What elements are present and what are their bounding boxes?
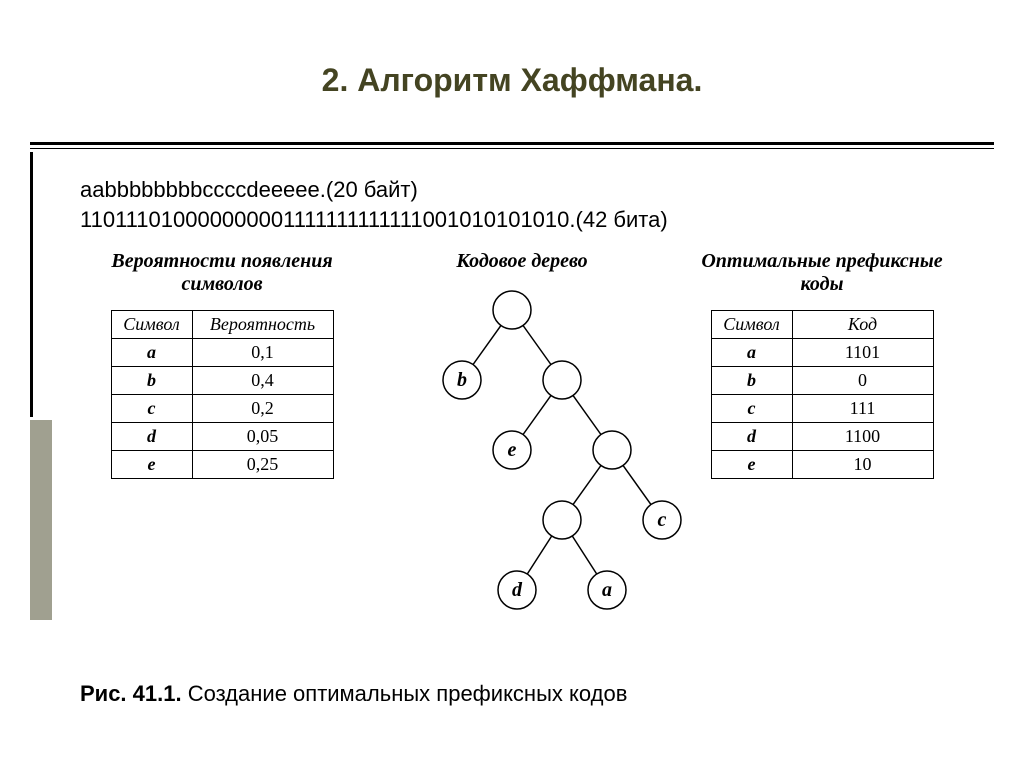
table-row: e10	[711, 451, 933, 479]
svg-text:c: c	[658, 509, 667, 531]
table-row: d1100	[711, 423, 933, 451]
col-probability: Вероятность	[192, 311, 333, 339]
slide: 2. Алгоритм Хаффмана. aabbbbbbbbccccdeee…	[0, 0, 1024, 767]
col-symbol: Символ	[111, 311, 192, 339]
figure-text: Создание оптимальных префиксных кодов	[182, 681, 628, 706]
codes-heading: Оптимальные префиксные коды	[682, 250, 962, 296]
tree-column: Кодовое дерево b e c d a	[362, 250, 682, 640]
probability-table: Символ Вероятность a0,1 b0,4 c0,2 d0,05 …	[111, 310, 334, 479]
slide-title: 2. Алгоритм Хаффмана.	[0, 0, 1024, 99]
figure-caption: Рис. 41.1. Создание оптимальных префиксн…	[80, 681, 627, 707]
table-row: b0,4	[111, 367, 333, 395]
svg-text:e: e	[508, 439, 517, 461]
svg-text:a: a	[602, 579, 612, 601]
code-tree: b e c d a	[362, 280, 682, 640]
svg-text:d: d	[512, 579, 523, 601]
tree-heading: Кодовое дерево	[362, 250, 682, 273]
columns: Вероятности появления символов Символ Ве…	[82, 250, 984, 640]
col-code: Код	[792, 311, 933, 339]
table-row: d0,05	[111, 423, 333, 451]
sidebar-accent	[30, 420, 52, 620]
codes-table: Символ Код a1101 b0 c111 d1100 e10	[711, 310, 934, 479]
codes-column: Оптимальные префиксные коды Символ Код a…	[682, 250, 962, 479]
probability-heading: Вероятности появления символов	[82, 250, 362, 296]
intro-lines: aabbbbbbbbccccdeeeee.(20 байт) 110111010…	[80, 175, 668, 234]
col-symbol: Символ	[711, 311, 792, 339]
table-row: e0,25	[111, 451, 333, 479]
svg-text:b: b	[457, 369, 467, 391]
table-header-row: Символ Вероятность	[111, 311, 333, 339]
table-row: a1101	[711, 339, 933, 367]
table-header-row: Символ Код	[711, 311, 933, 339]
rule-thick	[30, 142, 994, 145]
vertical-rule	[30, 152, 33, 417]
figure-label: Рис. 41.1.	[80, 681, 182, 706]
intro-line-2: 1101110100000000011111111111110010101010…	[80, 205, 668, 235]
table-row: c0,2	[111, 395, 333, 423]
probability-column: Вероятности появления символов Символ Ве…	[82, 250, 362, 479]
table-row: b0	[711, 367, 933, 395]
rule-thin	[30, 148, 994, 149]
intro-line-1: aabbbbbbbbccccdeeeee.(20 байт)	[80, 175, 668, 205]
table-row: c111	[711, 395, 933, 423]
table-row: a0,1	[111, 339, 333, 367]
